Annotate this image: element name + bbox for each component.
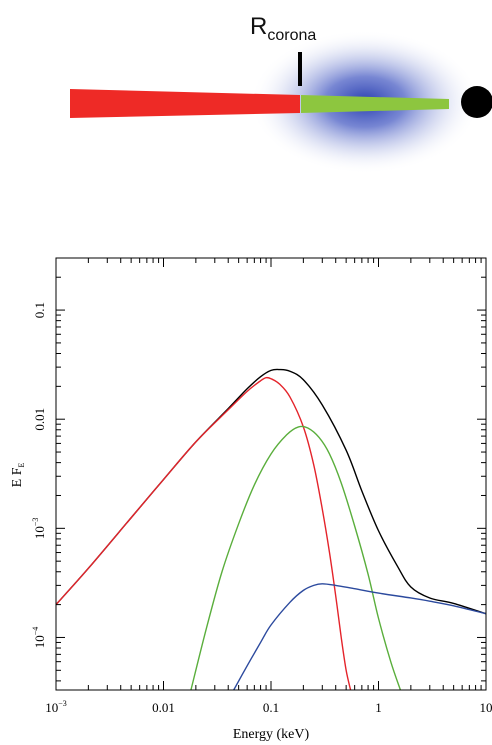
y-tick-labels: 10−410−30.010.1 [31, 302, 47, 648]
x-tick-label: 10−3 [45, 699, 67, 715]
spectrum-chart: 10−3 0.01 0.1 1 10 10−410−30.010.1 Energy (k… [10, 257, 492, 742]
x-tick-label-base: 1 [375, 700, 382, 715]
corona-label-sub: corona [267, 27, 316, 44]
y-tick-label: 0.01 [32, 408, 47, 431]
x-tick-label-base: 0.01 [152, 700, 175, 715]
accretion-schematic: Rcorona [70, 13, 492, 174]
x-tick-label-base: 10 [480, 700, 492, 715]
x-tick-label-exponent: −3 [58, 699, 67, 708]
x-tick-label: 10 [480, 700, 492, 715]
inner-disc [301, 95, 449, 113]
y-tick-label: 10−3 [31, 518, 47, 540]
series-line-1 [56, 376, 352, 690]
x-tick-label: 0.01 [152, 700, 175, 715]
x-axis-label: Energy (keV) [233, 727, 310, 742]
y-tick-label-exponent: −4 [31, 627, 40, 636]
y-tick-label-exponent: −3 [31, 518, 40, 527]
y-axis-label-main: E F [10, 467, 25, 487]
x-tick-label: 1 [375, 700, 382, 715]
series-line-0 [56, 368, 486, 615]
x-tick-label-base: 10 [45, 700, 58, 715]
y-tick-label: 10−4 [31, 627, 47, 649]
y-axis-label: E FE [10, 463, 26, 488]
y-tick-label: 0.1 [32, 302, 47, 318]
axis-ticks [55, 258, 486, 690]
corona-radius-marker [298, 52, 302, 86]
x-tick-labels: 10−3 0.01 0.1 1 10 [45, 699, 492, 715]
corona-radius-label: Rcorona [250, 13, 316, 44]
y-tick-label-base: 0.01 [32, 408, 47, 431]
plot-frame [55, 257, 487, 691]
y-tick-label-base: 10 [32, 635, 47, 648]
y-tick-label-base: 10 [32, 526, 47, 539]
x-tick-label-base: 0.1 [263, 700, 279, 715]
outer-disc [70, 89, 300, 118]
black-hole [461, 86, 492, 118]
curves [56, 368, 486, 690]
series-line-3 [233, 583, 486, 690]
y-axis-label-sub: E [17, 463, 26, 468]
y-tick-label-base: 0.1 [32, 302, 47, 318]
series-line-2 [190, 425, 402, 690]
x-tick-label: 0.1 [263, 700, 279, 715]
corona-label-main: R [250, 13, 267, 40]
